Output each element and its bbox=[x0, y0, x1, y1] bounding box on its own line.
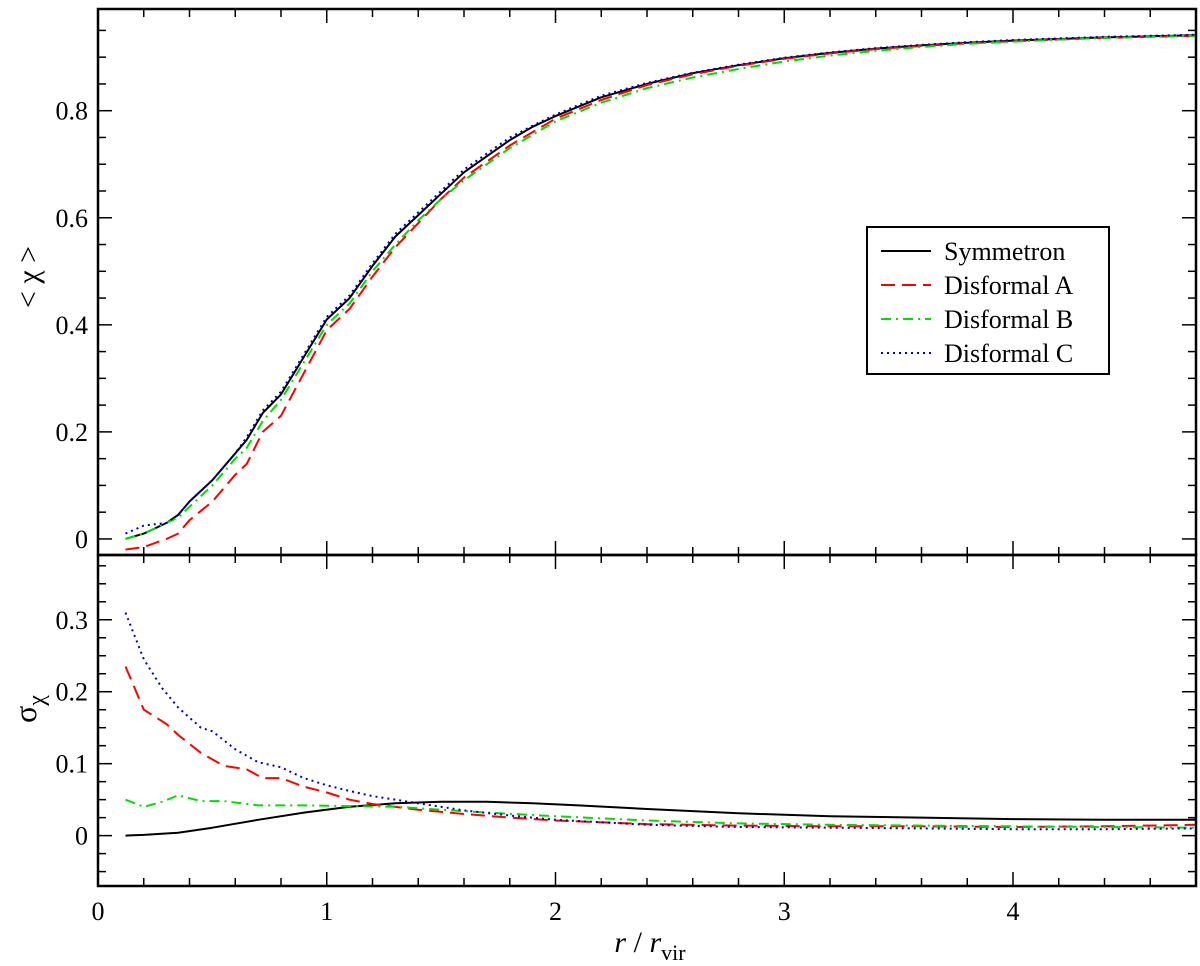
bottom-y-tick-label: 0 bbox=[75, 822, 88, 851]
bottom-panel: 0 0.1 0.2 0.3 0 1 2 3 4 bbox=[56, 553, 1198, 926]
bottom-y-tick-label: 0.2 bbox=[56, 678, 89, 707]
x-axis-title: r / rvir bbox=[614, 926, 686, 965]
bottom-y-ticks: 0 0.1 0.2 0.3 bbox=[56, 565, 1196, 873]
x-tick-label: 3 bbox=[778, 897, 791, 926]
top-y-axis-title: < χ > bbox=[12, 246, 45, 308]
legend-label-symmetron: Symmetron bbox=[944, 237, 1065, 266]
bottom-series-group bbox=[124, 612, 1196, 837]
x-tick-label: 1 bbox=[320, 897, 333, 926]
legend-label-disformal-c: Disformal C bbox=[944, 339, 1073, 368]
x-tick-label: 2 bbox=[549, 897, 562, 926]
top-y-tick-label: 0.4 bbox=[56, 311, 89, 340]
top-panel: 0 0.2 0.4 0.6 0.8 bbox=[56, 7, 1198, 557]
top-x-ticks bbox=[97, 9, 1197, 555]
top-y-tick-label: 0.2 bbox=[56, 418, 89, 447]
top-series-line-disformal-b bbox=[125, 34, 1196, 540]
top-y-tick-label: 0 bbox=[75, 525, 88, 554]
top-series-group bbox=[125, 33, 1196, 551]
bottom-y-tick-label: 0.1 bbox=[56, 750, 89, 779]
bottom-y-axis-title: σχ bbox=[7, 695, 50, 723]
top-y-tick-label: 0.8 bbox=[56, 97, 89, 126]
bottom-x-ticks: 0 1 2 3 4 bbox=[92, 555, 1197, 926]
bottom-y-tick-label: 0.3 bbox=[56, 606, 89, 635]
bottom-series-line-disformal-a bbox=[124, 666, 1196, 828]
top-y-tick-label: 0.6 bbox=[56, 204, 89, 233]
bottom-series-line-disformal-b bbox=[125, 794, 1196, 829]
bottom-series-line-symmetron bbox=[125, 800, 1196, 837]
x-tick-label: 4 bbox=[1007, 897, 1020, 926]
bottom-series-line-disformal-c bbox=[124, 612, 1196, 831]
top-y-ticks: 0 0.2 0.4 0.6 0.8 bbox=[56, 29, 1196, 554]
bottom-plot-frame bbox=[96, 553, 1198, 888]
legend: Symmetron Disformal A Disformal B Disformal… bbox=[866, 226, 1110, 375]
x-tick-label: 0 bbox=[92, 897, 105, 926]
top-series-line-disformal-c bbox=[125, 33, 1196, 535]
legend-label-disformal-a: Disformal A bbox=[944, 271, 1073, 300]
legend-label-disformal-b: Disformal B bbox=[944, 305, 1073, 334]
